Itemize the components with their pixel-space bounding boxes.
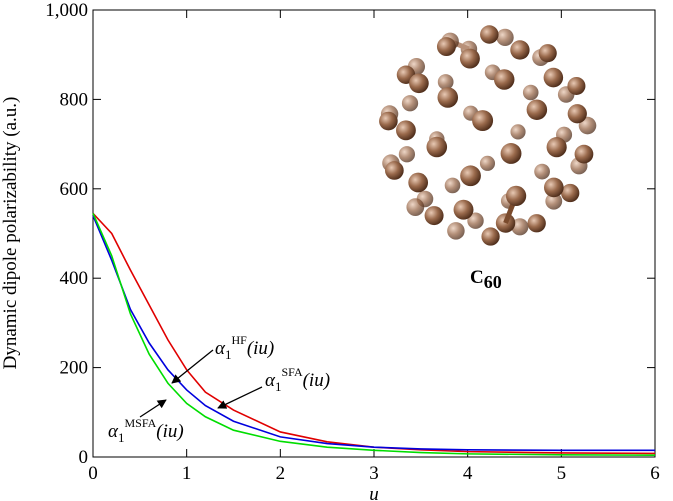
- atom: [561, 184, 579, 202]
- atom: [437, 87, 458, 108]
- atom: [408, 173, 428, 193]
- x-tick-label: 3: [369, 463, 379, 484]
- y-tick-label: 400: [60, 268, 89, 289]
- atom: [426, 137, 447, 158]
- atom: [402, 95, 418, 111]
- atom: [406, 198, 424, 216]
- atom: [534, 164, 550, 180]
- annotation-arg: (iu): [156, 421, 183, 442]
- molecule-label-sub: 60: [484, 272, 502, 292]
- annotation-sup: SFA: [281, 365, 302, 379]
- atom: [523, 85, 539, 101]
- atom: [527, 99, 548, 120]
- annotation-arg: (iu): [303, 370, 330, 391]
- annotation-sub: 1: [275, 379, 282, 394]
- atom: [506, 186, 526, 206]
- atom: [409, 73, 429, 93]
- x-tick-label: 4: [463, 463, 473, 484]
- x-axis-label: u: [369, 484, 379, 501]
- atom: [575, 145, 594, 164]
- atom: [539, 44, 557, 62]
- y-tick-label: 200: [60, 358, 89, 379]
- atom: [544, 68, 564, 88]
- annotation-sub: 1: [225, 347, 232, 362]
- atom: [385, 161, 404, 180]
- atom: [481, 227, 499, 245]
- atom: [567, 77, 585, 95]
- atom: [496, 29, 513, 46]
- annotation-arrow: [218, 387, 262, 408]
- atom: [460, 165, 481, 186]
- y-tick-label: 800: [60, 89, 89, 110]
- x-tick-label: 1: [182, 463, 192, 484]
- atom: [472, 110, 493, 131]
- atom: [399, 146, 415, 162]
- atom: [510, 40, 529, 59]
- molecule-label: C60: [470, 267, 502, 292]
- atom: [425, 206, 444, 225]
- annotation: α1MSFA(iu): [108, 416, 184, 445]
- atom: [445, 178, 461, 194]
- plot-frame: [93, 10, 655, 457]
- atom: [437, 37, 456, 56]
- annotation-sup: MSFA: [124, 416, 156, 430]
- annotation: α1SFA(iu): [265, 365, 330, 394]
- atom: [480, 156, 495, 171]
- chart: Dynamic dipole polarizability (a.u.) u C…: [0, 0, 673, 501]
- atom: [494, 69, 514, 89]
- annotation-sub: 1: [118, 430, 125, 445]
- series-line: [93, 216, 655, 451]
- y-tick-label: 1,000: [45, 0, 88, 21]
- atom: [480, 25, 499, 44]
- atom: [501, 143, 522, 164]
- atom: [568, 104, 587, 123]
- atom: [396, 120, 416, 140]
- atom: [447, 222, 465, 240]
- atom: [379, 112, 398, 131]
- x-tick-label: 0: [88, 463, 98, 484]
- molecule-image: [379, 25, 596, 245]
- annotation: α1HF(iu): [215, 333, 274, 362]
- atom: [460, 49, 480, 69]
- y-tick-label: 0: [79, 447, 89, 468]
- annotation-arrow: [140, 400, 166, 417]
- y-axis-label: Dynamic dipole polarizability (a.u.): [0, 97, 21, 370]
- atom: [510, 124, 525, 139]
- atom: [527, 214, 545, 232]
- x-tick-label: 2: [276, 463, 286, 484]
- annotation-arg: (iu): [247, 338, 274, 359]
- molecule-label-main: C: [470, 267, 484, 288]
- atom: [544, 178, 564, 198]
- atom: [454, 200, 474, 220]
- x-tick-label: 6: [650, 463, 660, 484]
- series-line: [93, 213, 655, 455]
- x-tick-label: 5: [557, 463, 567, 484]
- atom: [547, 137, 567, 157]
- series-line: [93, 213, 655, 453]
- annotation-sup: HF: [231, 333, 247, 347]
- y-tick-label: 600: [60, 179, 89, 200]
